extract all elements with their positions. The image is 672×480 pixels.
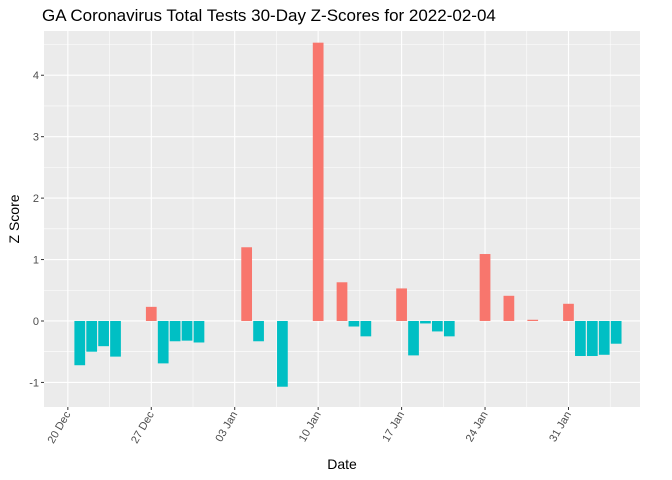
grid-major — [44, 31, 640, 407]
bar-2022-01-13 — [348, 320, 360, 327]
y-tick-label: 3 — [33, 132, 39, 144]
bar-2021-12-29 — [169, 320, 181, 342]
x-tick-label: 27 Dec — [129, 409, 157, 446]
bar-2021-12-24 — [110, 320, 121, 357]
bar-2022-01-07 — [277, 320, 288, 387]
x-axis: 20 Dec 27 Dec 03 Jan 10 Jan 17 Jan 24 Jan 31 J… — [46, 407, 574, 446]
plot-panel — [44, 31, 640, 407]
x-tick-label: 17 Jan — [380, 410, 407, 445]
x-tick-label: 10 Jan — [297, 410, 324, 445]
bar-2021-12-27 — [145, 306, 157, 321]
bar-2021-12-30 — [181, 320, 193, 341]
x-tick-label: 24 Jan — [464, 410, 491, 445]
x-tick-label: 03 Jan — [213, 410, 240, 445]
bar-2021-12-22 — [86, 320, 98, 352]
bar-2022-01-19 — [420, 320, 431, 324]
bar-2021-12-31 — [193, 320, 205, 343]
bar-2022-01-24 — [479, 254, 491, 321]
x-tick-label: 31 Jan — [547, 410, 574, 445]
bar-2021-12-23 — [98, 320, 109, 347]
bar-2022-01-05 — [253, 320, 264, 342]
y-tick-label: 0 — [33, 316, 39, 328]
grid-minor — [44, 31, 640, 407]
bar-2022-01-17 — [396, 288, 407, 321]
bar-2022-02-03 — [598, 320, 610, 355]
bar-2022-01-21 — [443, 320, 455, 337]
chart-title: GA Coronavirus Total Tests 30-Day Z-Scor… — [42, 6, 496, 25]
bar-2022-02-04 — [610, 320, 622, 344]
bar-2022-01-04 — [241, 247, 253, 321]
bar-2022-01-12 — [336, 282, 348, 321]
bar-2022-01-18 — [408, 320, 419, 356]
y-tick-label: 2 — [33, 193, 39, 205]
bars — [74, 42, 622, 387]
x-tick-label: 20 Dec — [46, 409, 74, 446]
y-tick-label: 4 — [33, 70, 39, 82]
y-axis-title: Z Score — [6, 194, 22, 243]
x-axis-title: Date — [327, 456, 357, 472]
y-axis: -1 0 1 2 3 4 — [29, 70, 44, 389]
bar-2022-01-28 — [527, 319, 539, 321]
bar-2022-01-31 — [563, 303, 574, 321]
y-tick-label: -1 — [29, 377, 39, 389]
bar-2022-01-14 — [360, 320, 372, 337]
bar-2022-02-02 — [586, 320, 598, 357]
bar-2022-02-01 — [575, 320, 586, 357]
y-tick-label: 1 — [33, 255, 39, 267]
bar-2022-01-10 — [312, 42, 324, 321]
bar-2022-01-26 — [503, 295, 515, 321]
bar-2021-12-21 — [74, 320, 86, 366]
bar-2021-12-28 — [157, 320, 169, 364]
bar-2022-01-20 — [431, 320, 443, 332]
